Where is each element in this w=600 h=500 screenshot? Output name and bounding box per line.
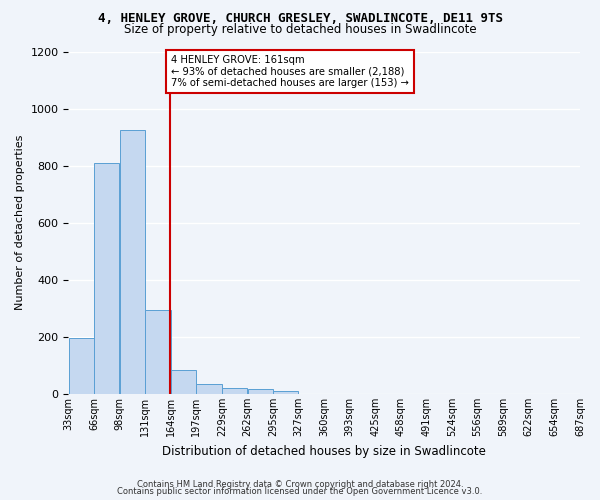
Bar [94, 163, 119, 394]
Bar [171, 370, 196, 394]
Bar [273, 390, 298, 394]
Text: 4, HENLEY GROVE, CHURCH GRESLEY, SWADLINCOTE, DE11 9TS: 4, HENLEY GROVE, CHURCH GRESLEY, SWADLIN… [97, 12, 503, 24]
Text: Contains HM Land Registry data © Crown copyright and database right 2024.: Contains HM Land Registry data © Crown c… [137, 480, 463, 489]
Text: Contains public sector information licensed under the Open Government Licence v3: Contains public sector information licen… [118, 488, 482, 496]
Y-axis label: Number of detached properties: Number of detached properties [15, 135, 25, 310]
Bar [145, 310, 170, 394]
Bar [248, 389, 273, 394]
Bar [120, 130, 145, 394]
Text: Size of property relative to detached houses in Swadlincote: Size of property relative to detached ho… [124, 22, 476, 36]
Bar [196, 384, 221, 394]
X-axis label: Distribution of detached houses by size in Swadlincote: Distribution of detached houses by size … [162, 444, 486, 458]
Text: 4 HENLEY GROVE: 161sqm
← 93% of detached houses are smaller (2,188)
7% of semi-d: 4 HENLEY GROVE: 161sqm ← 93% of detached… [172, 55, 409, 88]
Bar [222, 388, 247, 394]
Bar [68, 338, 94, 394]
